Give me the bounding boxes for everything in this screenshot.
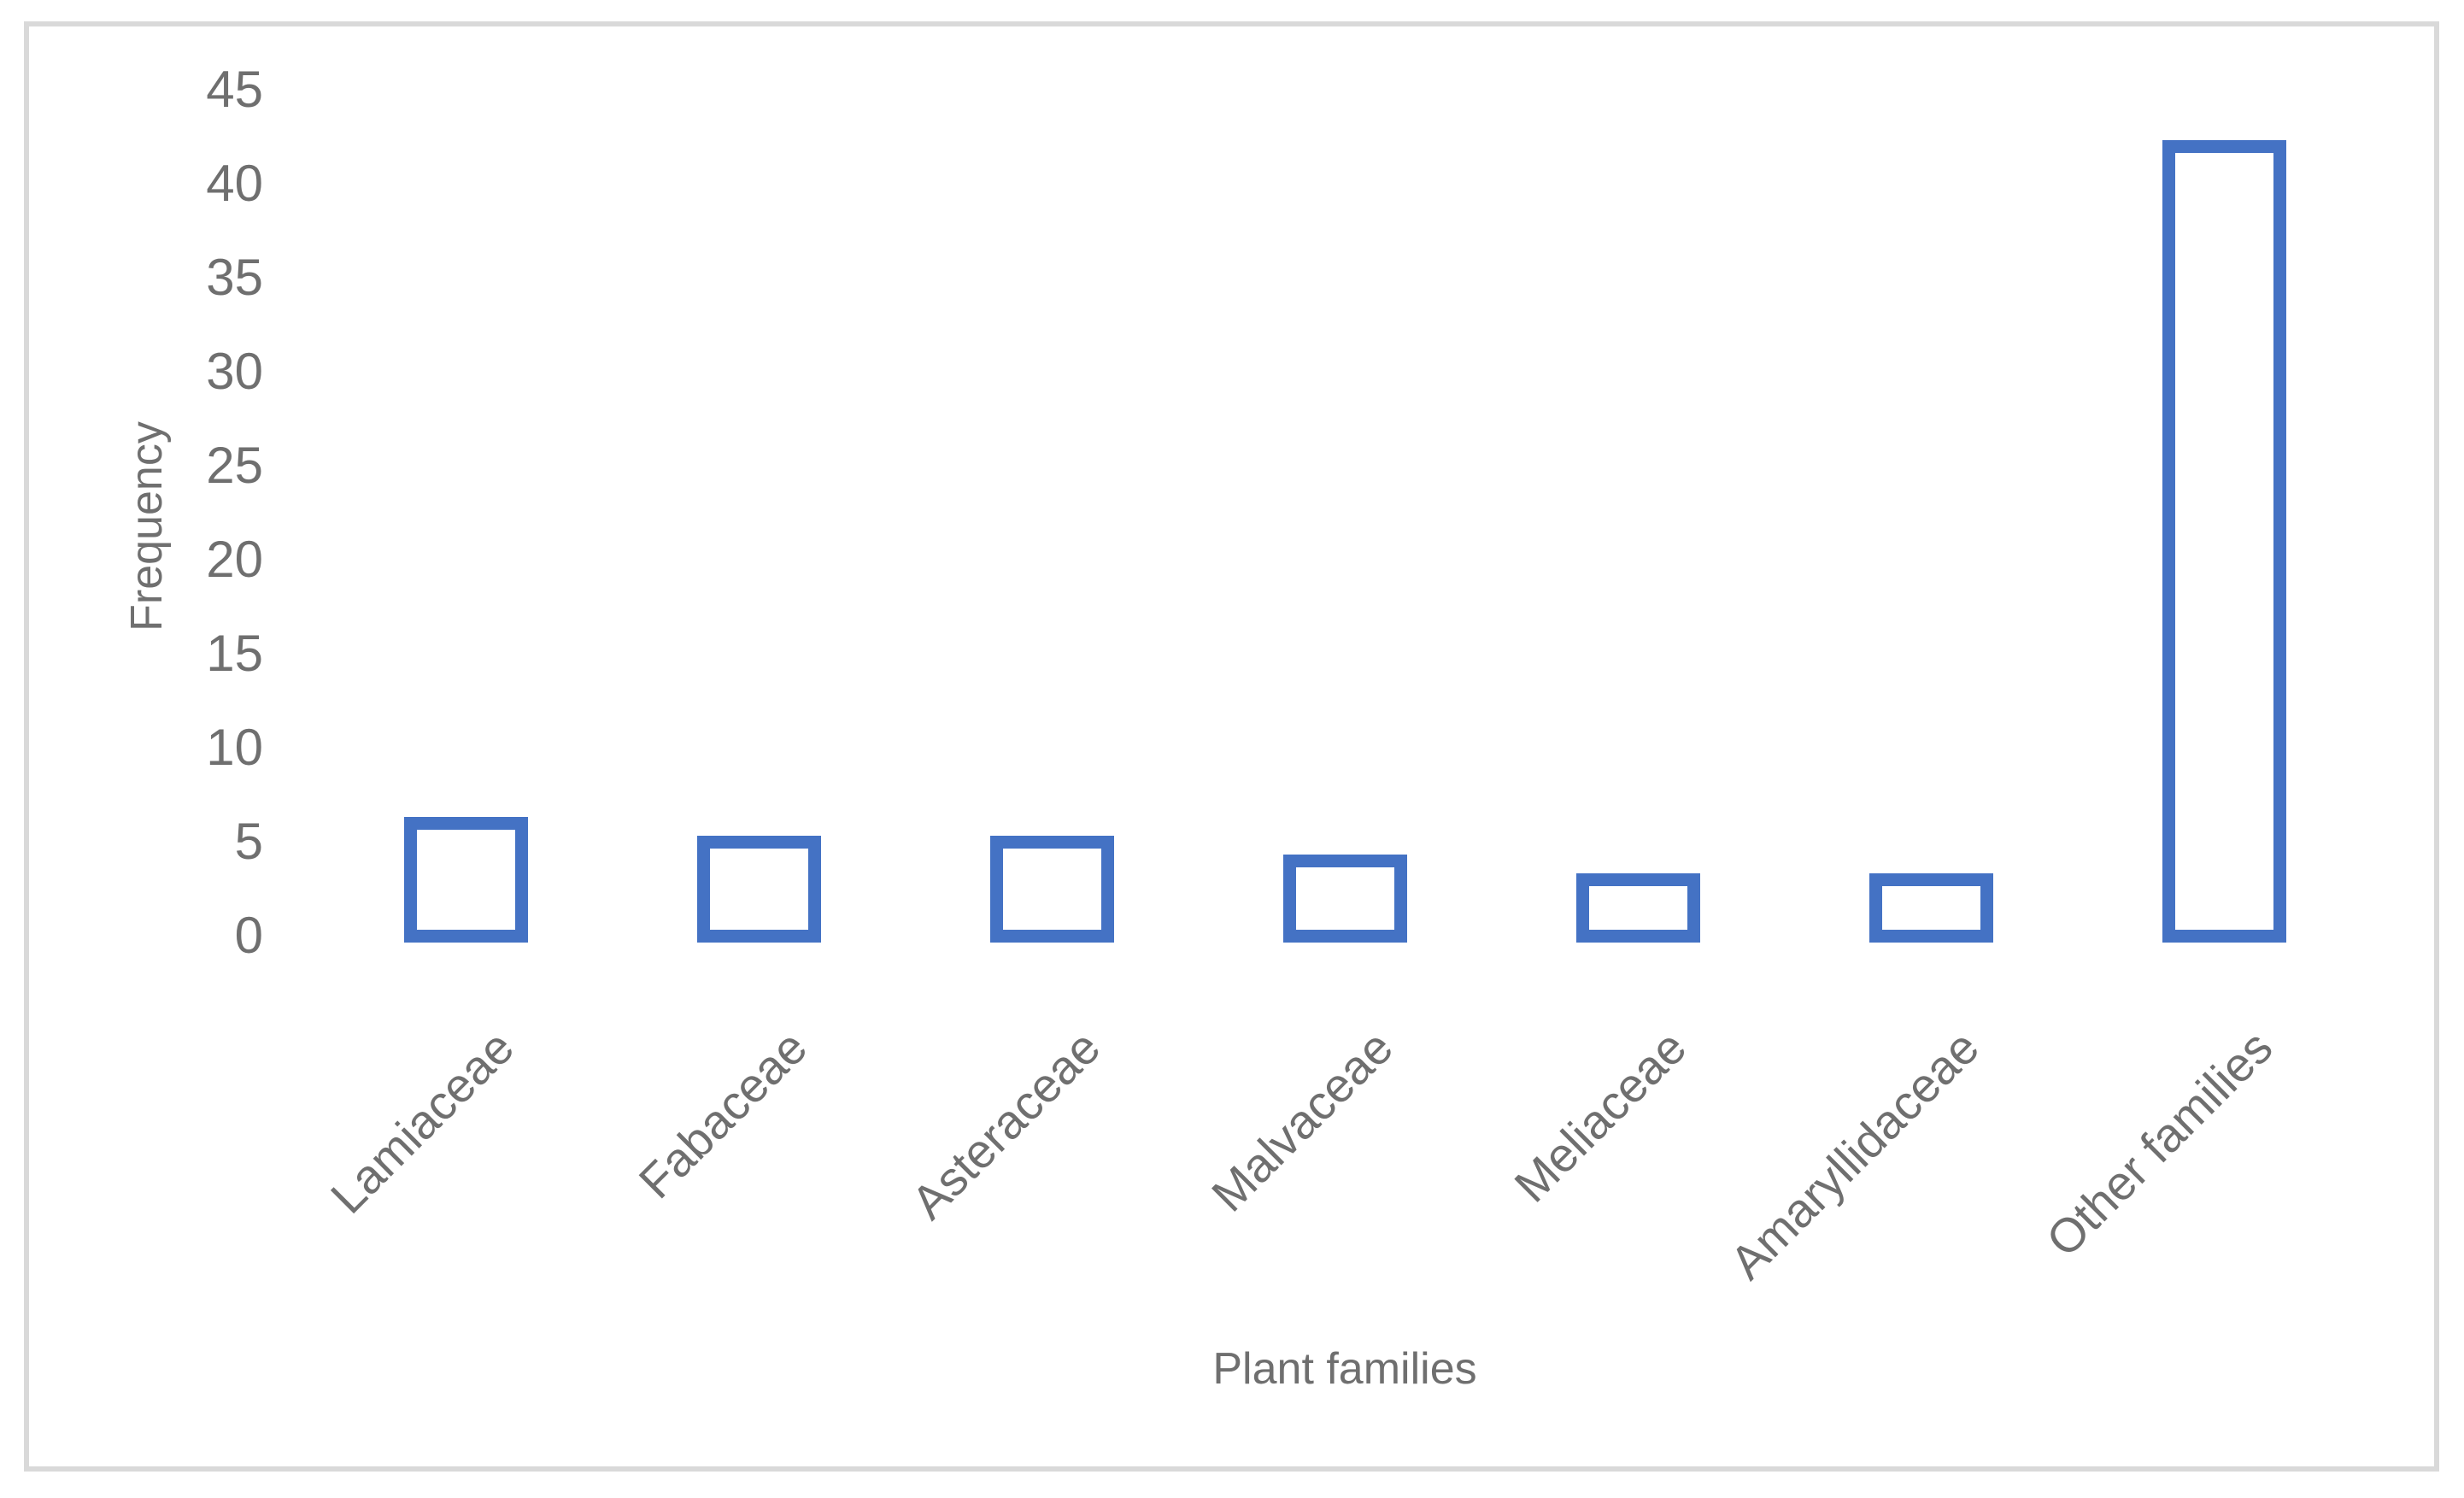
y-tick-40: 40	[206, 155, 263, 212]
y-tick-20: 20	[206, 531, 263, 588]
bar-asteraceae	[989, 835, 1114, 943]
y-tick-30: 30	[206, 343, 263, 400]
y-tick-45: 45	[206, 61, 263, 118]
bar-other-families	[2162, 139, 2286, 943]
bar-fabaceae	[696, 835, 821, 943]
bar-malvaceae	[1282, 854, 1407, 943]
bar-amaryllidaceae	[1869, 872, 1993, 943]
y-tick-15: 15	[206, 625, 263, 682]
y-tick-35: 35	[206, 249, 263, 306]
y-tick-5: 5	[234, 813, 263, 870]
y-tick-25: 25	[206, 437, 263, 494]
x-axis-title: Plant families	[1212, 1344, 1477, 1394]
chart-frame	[24, 21, 2439, 1472]
bar-lamiaceae	[403, 816, 528, 943]
bar-meliaceae	[1575, 872, 1700, 943]
y-tick-0: 0	[234, 907, 263, 964]
y-tick-10: 10	[206, 719, 263, 776]
